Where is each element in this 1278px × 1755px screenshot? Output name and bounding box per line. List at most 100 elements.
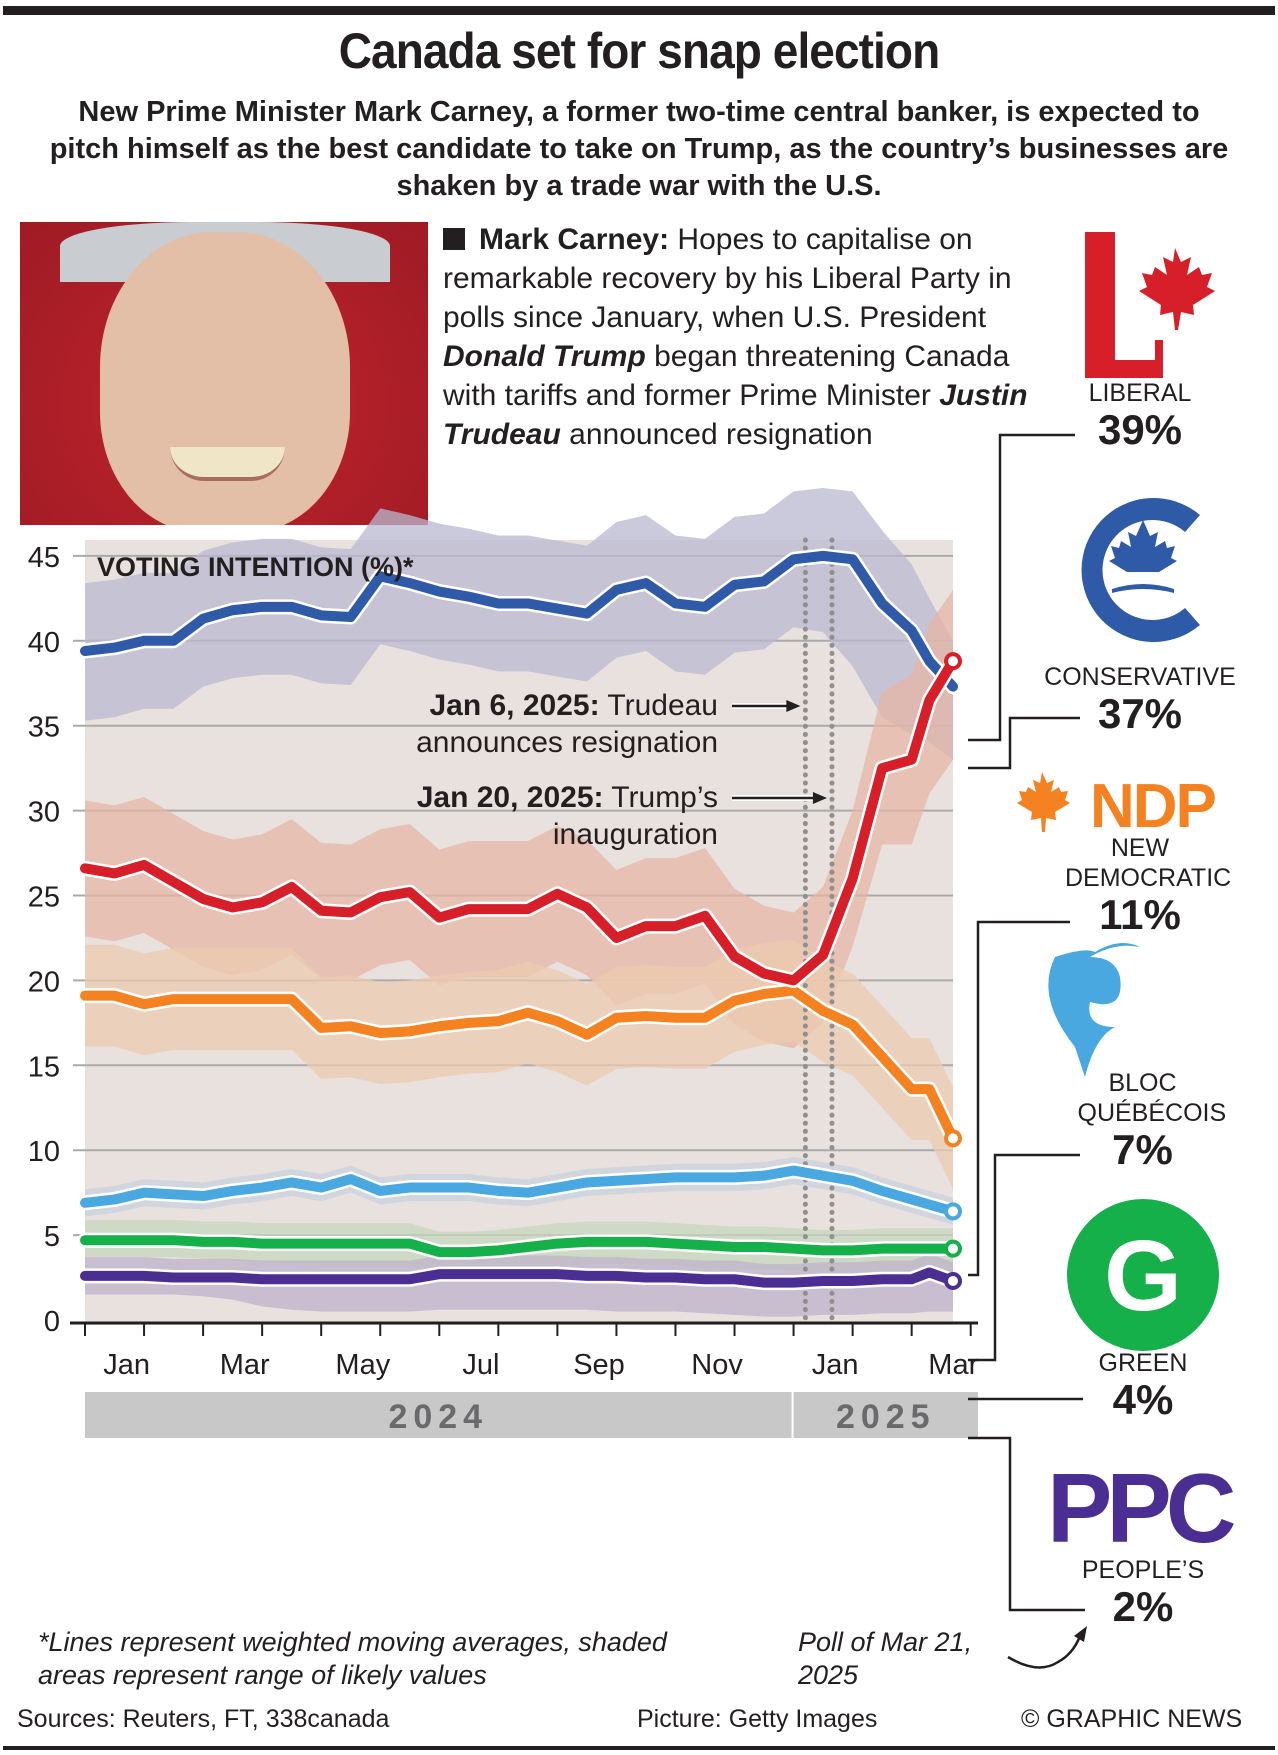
bottom-rule [3,1746,1275,1750]
chart-title: VOTING INTENTION (%)* [97,552,414,582]
arrowhead-icon [812,792,827,804]
leader-lines [968,433,1085,1612]
band-liberal [85,589,953,1049]
bio-text-3: announced resignation [560,418,873,451]
conservative-logo [1081,497,1200,642]
x-tick-label: Mar [220,1349,270,1381]
party-value: 37% [1097,690,1183,737]
end-marker [944,652,962,671]
top-rule [3,6,1275,15]
party-name: NEW DEMOCRATIC [1065,834,1232,892]
carney-photo [20,222,428,525]
green-logo-text: G [1104,1220,1182,1332]
annotation-text: Jan 6, 2025: Trudeau [429,689,718,722]
sources: Sources: Reuters, FT, 338canada [17,1705,390,1733]
carney-bio: Mark Carney: Hopes to capitalise on rema… [443,220,1043,454]
green-logo: G [1067,1199,1219,1351]
x-tick-label: Nov [691,1349,743,1381]
picture-credit: Picture: Getty Images [637,1705,878,1733]
x-tick-label: Mar [928,1349,978,1381]
bio-em-trudeau: Justin Trudeau [443,379,1028,451]
bio-text-2: began threatening Canada with tariffs an… [443,340,1010,412]
ppc-logo-text: PPC [1047,1453,1235,1563]
year-band [793,1392,978,1438]
y-tick-label: 10 [28,1136,60,1168]
y-tick-label: 5 [44,1221,60,1253]
series-lines [77,548,961,1291]
party-conservative: CONSERVATIVE 37% [1010,662,1270,736]
party-green: GREEN 4% [1053,1348,1233,1422]
annotation-text: announces resignation [416,726,718,759]
party-name: CONSERVATIVE [1044,663,1236,691]
footnote: *Lines represent weighted moving average… [38,1627,667,1690]
leader-line [968,920,1070,1277]
maple-leaf-icon [1017,772,1070,832]
y-tick-labels: 0 5 10 15 20 25 30 35 40 45 [28,542,60,1338]
arrowhead-icon [1074,1626,1087,1642]
party-bloc: BLOC QUÉBÉCOIS 7% [1045,1068,1240,1172]
bloc-logo [1048,943,1140,1077]
subtitle: New Prime Minister Mark Carney, a former… [49,96,1229,202]
year-bands: 2024 2025 [85,1392,978,1438]
poll-arrow [1007,1635,1082,1669]
end-marker [944,1129,962,1148]
party-value: 7% [1112,1126,1173,1173]
end-marker [944,1271,962,1290]
y-tick-label: 40 [28,627,60,659]
x-tick-label: Sep [573,1349,625,1381]
y-tick-label: 25 [28,882,60,914]
copyright: © GRAPHIC NEWS [1021,1705,1243,1733]
y-tick-label: 0 [44,1306,60,1338]
leader-line [968,1436,1085,1612]
annotations: Jan 6, 2025: Trudeau announces resignatio… [416,689,827,851]
end-marker [944,1202,962,1221]
party-name: PEOPLE’S [1081,1556,1205,1584]
bio-text-1: Hopes to capitalise on remarkable recove… [443,223,1012,334]
line-conservative [80,550,958,692]
line-liberal [80,656,958,986]
x-tick-label: Jan [103,1349,150,1381]
party-value: 4% [1112,1376,1174,1423]
annotation-text: inauguration [553,818,718,851]
bio-em-trump: Donald Trump [443,340,646,373]
line-ndp [80,985,958,1144]
year-label: 2025 [836,1398,936,1436]
party-value: 2% [1112,1583,1174,1630]
ndp-logo: NDP [1017,772,1218,841]
party-ppc: PEOPLE’S 2% [1053,1555,1233,1629]
party-liberal: LIBERAL 39% [1050,378,1230,452]
band-conservative [85,487,953,760]
year-label: 2024 [388,1398,488,1436]
party-value: 11% [1099,891,1181,938]
end-markers [944,652,962,1290]
y-tick-label: 15 [28,1051,60,1083]
y-tick-label: 35 [28,712,60,744]
maple-leaf-icon [1109,520,1177,572]
party-name: GREEN [1098,1349,1188,1377]
x-axis: Jan Mar May Jul Sep Nov Jan Mar [70,1321,979,1381]
x-tick-label: May [335,1349,390,1381]
arrowhead-icon [786,700,801,712]
ppc-logo: PPC [1047,1453,1241,1563]
y-tick-label: 45 [28,542,60,574]
maple-leaf-icon [1139,248,1215,330]
y-tick-label: 30 [28,797,60,829]
leader-line [968,716,1080,770]
year-band [85,1392,792,1438]
photo-smile [170,447,285,481]
leader-line [968,1153,1080,1362]
party-name: BLOC QUÉBÉCOIS [1077,1069,1227,1127]
end-marker [944,1239,962,1258]
party-value: 39% [1097,406,1183,453]
line-peoples [80,1267,958,1288]
poll-note: Poll of Mar 21, 2025 [798,1627,973,1690]
party-name: LIBERAL [1088,379,1192,407]
ndp-logo-text: NDP [1090,772,1216,841]
y-tick-label: 20 [28,966,60,998]
x-tick-label: Jan [812,1349,859,1381]
bio-name: Mark Carney: [479,223,670,256]
line-blocqubcois [80,1165,958,1217]
party-ndp: NEW DEMOCRATIC 11% [1035,833,1245,937]
liberal-logo [1085,232,1215,378]
